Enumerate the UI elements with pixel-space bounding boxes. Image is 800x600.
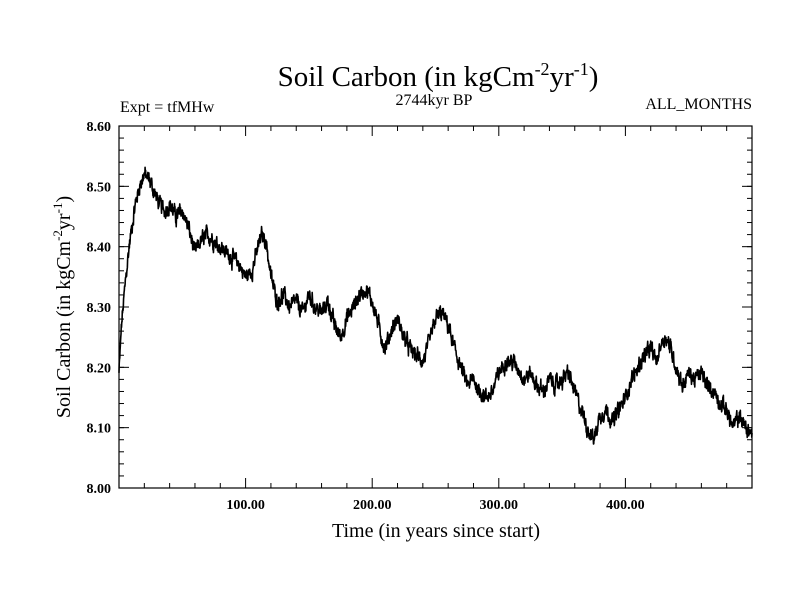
x-tick-label: 300.00: [480, 498, 519, 513]
y-axis-label-sup1: -2: [50, 230, 65, 241]
chart-title-sup1: -2: [535, 59, 550, 79]
y-axis-label-mid: yr: [53, 213, 75, 230]
y-tick-label: 8.30: [87, 301, 112, 316]
x-tick-label: 200.00: [353, 498, 392, 513]
x-axis-label: Time (in years since start): [332, 520, 540, 542]
y-tick-label: 8.10: [87, 422, 112, 437]
chart-title-sup2: -1: [574, 59, 589, 79]
x-tick-label: 100.00: [226, 498, 265, 513]
chart-title-main: Soil Carbon (in kgCm: [278, 61, 535, 93]
y-axis-label: Soil Carbon (in kgCm-2yr-1): [50, 196, 75, 418]
period-label: 2744kyr BP: [396, 92, 473, 109]
chart-title-end: ): [589, 61, 599, 93]
y-axis-label-main: Soil Carbon (in kgCm: [53, 240, 75, 418]
y-tick-label: 8.50: [87, 180, 112, 195]
experiment-label: Expt = tfMHw: [120, 99, 215, 116]
series-group: [118, 166, 753, 445]
chart-title-mid: yr: [550, 61, 575, 93]
chart-title: Soil Carbon (in kgCm-2yr-1): [278, 59, 599, 93]
y-tick-label: 8.40: [87, 241, 112, 256]
y-tick-label: 8.00: [87, 482, 112, 497]
axis-ticks: 8.00 8.10 8.20 8.30 8.40 8.50 8.60 100.00 200.00…: [87, 120, 752, 513]
y-axis-label-end: ): [53, 196, 75, 203]
y-axis-label-sup2: -1: [50, 203, 65, 214]
series-line: [118, 166, 753, 445]
y-tick-label: 8.60: [87, 120, 112, 135]
plot-frame: [118, 125, 753, 489]
x-tick-label: 400.00: [606, 498, 645, 513]
season-label: ALL_MONTHS: [645, 96, 752, 113]
y-tick-label: 8.20: [87, 361, 112, 376]
